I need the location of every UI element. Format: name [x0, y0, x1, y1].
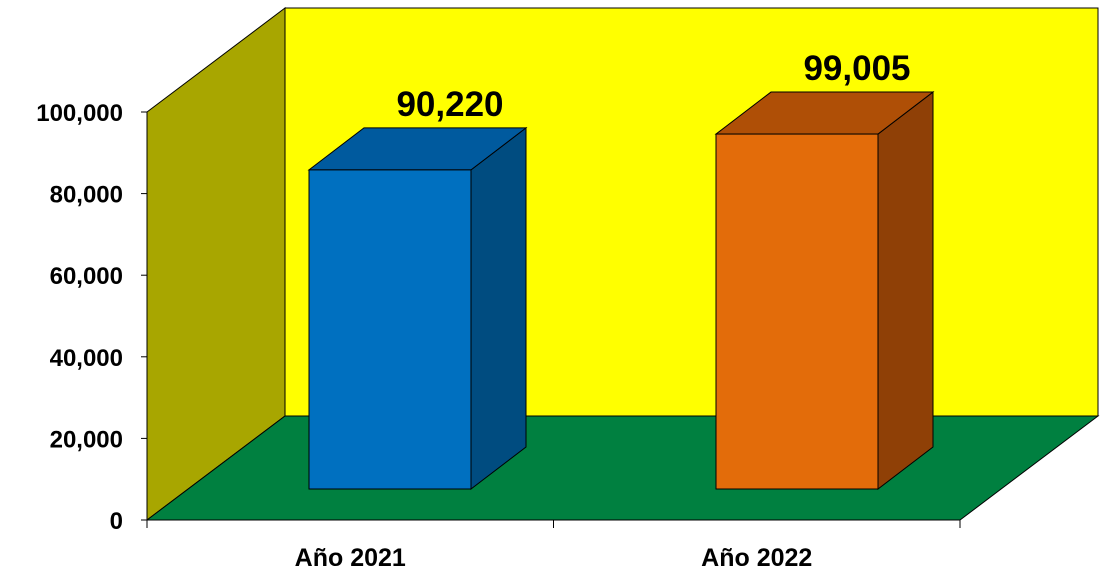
- y-tick-label: 0: [110, 508, 123, 535]
- bar-front-face: [308, 169, 472, 490]
- bar-front-face: [715, 133, 879, 490]
- x-axis-ticks: Año 2021 Año 2022: [146, 520, 961, 572]
- bar-side-face: [877, 91, 934, 491]
- bar-side-face: [470, 126, 527, 491]
- bars-group: [307, 91, 935, 491]
- y-tick-label: 60,000: [50, 263, 123, 290]
- x-category-label: Año 2022: [701, 544, 812, 572]
- x-category-label: Año 2021: [295, 544, 406, 572]
- bar-2: [714, 91, 935, 491]
- y-tick-label: 80,000: [50, 182, 123, 209]
- y-tick-label: 100,000: [36, 100, 123, 127]
- data-label: 99,005: [803, 49, 910, 88]
- y-tick-label: 20,000: [50, 426, 123, 453]
- y-tick-label: 40,000: [50, 345, 123, 372]
- data-label: 90,220: [396, 85, 503, 124]
- y-axis-ticks: 0 20,000 40,000 60,000 80,000 100,000: [36, 100, 147, 535]
- floor: [145, 415, 1100, 521]
- labels-group: 90,220 99,005: [396, 49, 910, 124]
- bar-1: [307, 126, 528, 491]
